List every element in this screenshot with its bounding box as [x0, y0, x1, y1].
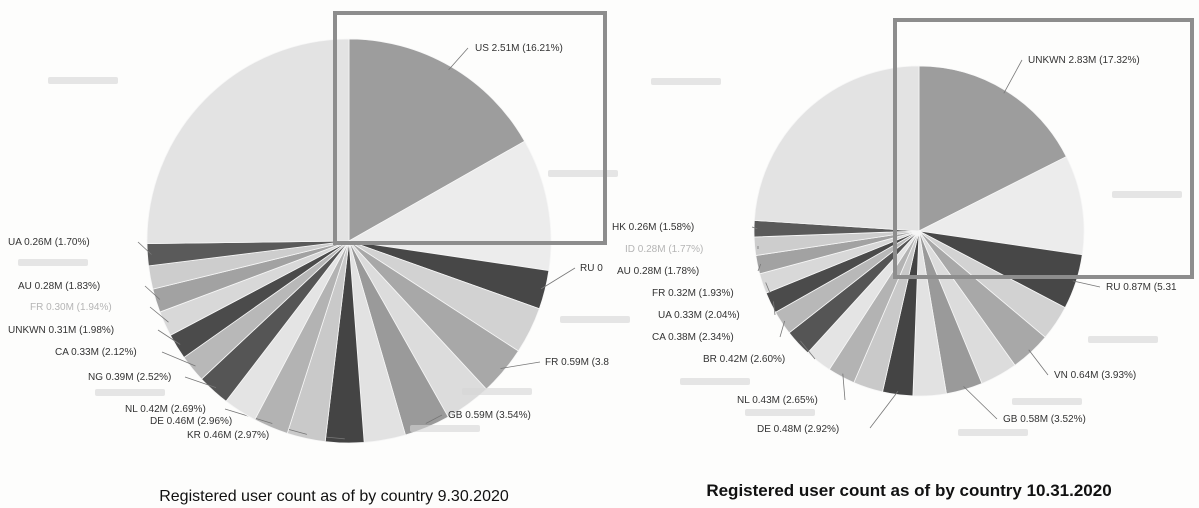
pie-chart-1: US 2.51M (16.21%) RU 0 FR 0.59M (3.8 GB 0.5…	[8, 11, 630, 505]
pie-slice	[146, 38, 350, 244]
slice-label: UA 0.26M (1.70%)	[8, 237, 90, 248]
slice-label: DE 0.46M (2.96%)	[150, 416, 232, 427]
slice-label: RU 0.87M (5.31	[1106, 282, 1177, 293]
label-leader-line	[144, 285, 161, 300]
slice-label: RU 0	[580, 263, 603, 274]
label-leader-line	[425, 414, 443, 424]
chart-caption: Registered user count as of by country 9…	[159, 488, 509, 505]
label-leader-line	[765, 282, 771, 294]
label-leader-line	[1003, 59, 1023, 94]
faint-label-smudge	[462, 388, 532, 395]
faint-label-smudge	[651, 78, 721, 85]
pie-slice	[917, 156, 1085, 256]
slice-label: BR 0.42M (2.60%)	[703, 354, 785, 365]
slice-label: UA 0.33M (2.04%)	[658, 310, 740, 321]
faint-label-smudge	[1112, 191, 1182, 198]
slice-label: FR 0.59M (3.8	[545, 357, 609, 368]
label-leader-line	[157, 329, 181, 345]
highlight-box	[333, 11, 607, 245]
label-leader-line	[184, 376, 217, 388]
slice-label: GB 0.59M (3.54%)	[448, 410, 531, 421]
slice-label: CA 0.33M (2.12%)	[55, 347, 137, 358]
faint-label-smudge	[548, 170, 618, 177]
slice-label: NL 0.42M (2.69%)	[125, 404, 206, 415]
slice-label: AU 0.28M (1.83%)	[18, 281, 100, 292]
pie-slice	[753, 65, 920, 232]
label-leader-line	[161, 351, 196, 367]
faint-label-smudge	[48, 77, 118, 84]
faint-label-smudge	[410, 425, 480, 432]
highlight-box	[893, 18, 1194, 279]
faint-label-smudge	[745, 409, 815, 416]
slice-label: UNKWN 2.83M (17.32%)	[1028, 55, 1140, 66]
slice-label: NG 0.39M (2.52%)	[88, 372, 171, 383]
label-leader-line	[842, 373, 846, 401]
faint-label-smudge	[680, 378, 750, 385]
chart-caption: Registered user count as of by country 1…	[706, 481, 1111, 500]
slice-label: NL 0.43M (2.65%)	[737, 395, 818, 406]
faint-label-smudge	[95, 389, 165, 396]
faint-label-smudge	[1012, 398, 1082, 405]
pie-slice	[347, 140, 552, 272]
label-leader-line	[800, 340, 816, 360]
label-leader-line	[137, 241, 152, 255]
slice-label: AU 0.28M (1.78%)	[617, 266, 699, 277]
faint-label-smudge	[1088, 336, 1158, 343]
slice-label: CA 0.38M (2.34%)	[652, 332, 734, 343]
slice-label: HK 0.26M (1.58%)	[612, 222, 694, 233]
faint-label-smudge	[958, 429, 1028, 436]
pie-slice	[348, 38, 526, 242]
label-leader-line	[1028, 349, 1049, 376]
label-leader-line	[500, 361, 541, 369]
label-leader-line	[1072, 280, 1101, 288]
slice-label: US 2.51M (16.21%)	[475, 43, 563, 54]
slice-label: FR 0.32M (1.93%)	[652, 288, 734, 299]
slice-label: ID 0.28M (1.77%)	[625, 244, 703, 255]
label-leader-line	[869, 391, 899, 429]
faint-label-smudge	[560, 316, 630, 323]
slice-label: KR 0.46M (2.97%)	[187, 430, 269, 441]
slice-label: DE 0.48M (2.92%)	[757, 424, 839, 435]
slice-label: UNKWN 0.31M (1.98%)	[8, 325, 114, 336]
faint-label-smudge	[18, 259, 88, 266]
label-leader-line	[757, 263, 762, 272]
label-leader-line	[773, 301, 776, 316]
pie-chart-2: UNKWN 2.83M (17.32%) RU 0.87M (5.31 VN 0.6…	[612, 18, 1194, 500]
slice-label: VN 0.64M (3.93%)	[1054, 370, 1136, 381]
label-leader-line	[540, 267, 576, 290]
label-leader-line	[149, 306, 169, 323]
label-leader-line	[751, 226, 758, 230]
label-leader-line	[779, 320, 785, 338]
slice-label: GB 0.58M (3.52%)	[1003, 414, 1086, 425]
slice-label: FR 0.30M (1.94%)	[30, 302, 112, 313]
label-leader-line	[963, 386, 998, 420]
label-leader-line	[448, 47, 469, 71]
